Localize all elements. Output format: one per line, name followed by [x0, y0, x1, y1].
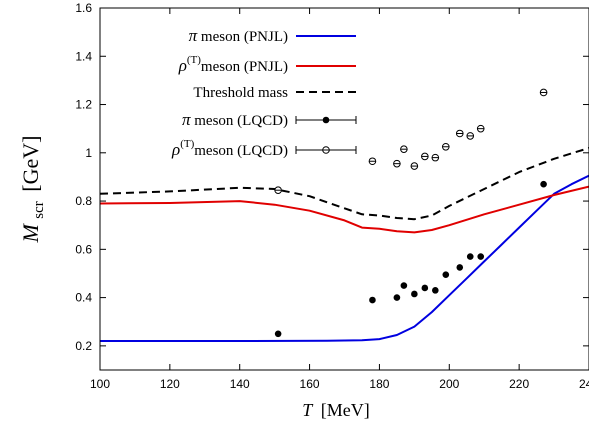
plot-frame: [99, 7, 589, 371]
axis-ticks: [99, 7, 589, 370]
rho-lqcd-point: [539, 88, 548, 97]
series-line-0: [100, 174, 589, 342]
series-line-2: [99, 147, 589, 221]
x-axis-title: T [MeV]: [302, 400, 370, 420]
y-tick-label: 1.6: [75, 1, 92, 15]
legend-entry-4: ρ(T)meson (LQCD): [171, 138, 357, 159]
legend-entry-1: ρ(T)meson (PNJL): [178, 54, 356, 75]
legend-label: ρ(T)meson (LQCD): [171, 138, 288, 159]
rho-lqcd-point: [466, 132, 475, 140]
pi-lqcd-point: [393, 294, 401, 301]
pi-lqcd-point: [274, 330, 282, 338]
x-tick-label: 220: [509, 377, 529, 391]
x-tick-label: 140: [230, 377, 250, 391]
rho-lqcd-point: [368, 157, 377, 166]
legend-swatch: [295, 116, 357, 124]
rho-lqcd-point: [274, 186, 282, 195]
legend-label: Threshold mass: [193, 85, 288, 101]
pi-lqcd-point: [432, 287, 439, 294]
rho-lqcd-point: [400, 145, 408, 153]
y-axis-title: M scr [GeV]: [18, 135, 48, 243]
series-curves: [99, 147, 589, 342]
y-axis-subscript: scr: [31, 201, 47, 219]
rho-lqcd-point: [441, 142, 450, 151]
pi-lqcd-point: [400, 282, 408, 289]
legend-entry-2: Threshold mass: [193, 85, 356, 101]
legend-entry-3: π meson (LQCD): [182, 110, 357, 129]
x-tick-label: 100: [90, 377, 110, 391]
y-tick-label: 0.4: [75, 291, 92, 305]
pi-lqcd-point: [442, 271, 450, 278]
pi-lqcd-point: [477, 253, 485, 260]
y-axis-symbol: M: [18, 223, 43, 244]
pi-lqcd-point: [456, 264, 464, 271]
legend-swatch: [295, 146, 357, 154]
legend: π meson (PNJL) ρ(T)meson (PNJL) Threshold …: [171, 26, 357, 159]
series-line-1: [99, 185, 589, 234]
pi-lqcd-point: [369, 296, 376, 304]
x-tick-label: 120: [160, 377, 180, 391]
rho-lqcd-point: [410, 162, 419, 170]
y-tick-label: 1.4: [75, 49, 92, 63]
rho-lqcd-point: [455, 129, 464, 138]
y-tick-label: 0.6: [75, 242, 92, 256]
legend-label: π meson (LQCD): [182, 110, 288, 129]
axis-tick-labels: 100 120 140 160 180 200 220 240 0.2 0.4 0.6 0.8 1 1.2…: [75, 1, 589, 391]
pi-lqcd-point: [411, 290, 418, 298]
rho-lqcd-point: [393, 159, 401, 168]
rho-lqcd-point: [421, 152, 429, 161]
y-tick-label: 1.2: [75, 98, 92, 112]
x-axis-unit: [MeV]: [321, 400, 370, 420]
pi-lqcd-point: [421, 284, 429, 292]
y-tick-label: 0.2: [75, 339, 92, 353]
rho-lqcd-point: [431, 153, 440, 162]
pi-lqcd-point: [466, 253, 474, 260]
x-axis-symbol: T: [302, 400, 314, 420]
x-tick-label: 240: [579, 377, 589, 391]
rho-lqcd-point: [476, 124, 485, 133]
x-tick-label: 160: [300, 377, 320, 391]
legend-label: π meson (PNJL): [189, 26, 288, 45]
y-axis-unit: [GeV]: [18, 135, 43, 191]
pi-lqcd-point: [540, 180, 547, 188]
y-tick-label: 1: [85, 146, 92, 160]
series-points: [274, 88, 548, 338]
legend-entry-0: π meson (PNJL): [189, 26, 356, 45]
y-tick-label: 0.8: [75, 194, 92, 208]
x-tick-label: 180: [369, 377, 389, 391]
x-tick-label: 200: [439, 377, 459, 391]
legend-label: ρ(T)meson (PNJL): [178, 54, 288, 75]
